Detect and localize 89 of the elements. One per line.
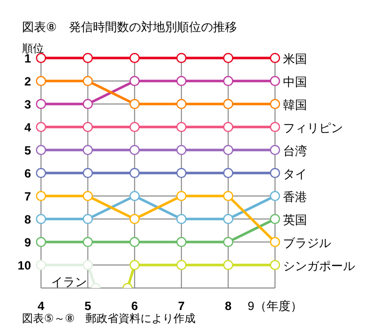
- point: [82, 122, 93, 132]
- point: [82, 76, 93, 86]
- point: [223, 260, 234, 270]
- y-tick-label: 3: [24, 98, 32, 112]
- point: [130, 76, 140, 86]
- point: [130, 260, 140, 270]
- point: [130, 144, 140, 156]
- point: [270, 52, 280, 64]
- point: [130, 98, 140, 110]
- point: [223, 214, 234, 224]
- x-tick-label: 8: [224, 299, 232, 313]
- y-tick-label: 4: [24, 120, 32, 134]
- series-label: 香港: [283, 190, 307, 204]
- point: [176, 168, 186, 178]
- series-label: 中国: [283, 75, 307, 89]
- point: [130, 52, 140, 64]
- x-tick-label: 9（年度）: [248, 299, 302, 313]
- point: [176, 98, 186, 110]
- x-tick-label: 5: [84, 299, 92, 313]
- point: [36, 190, 46, 202]
- point: [36, 144, 46, 156]
- point: [223, 236, 234, 248]
- point: [82, 214, 93, 224]
- point: [270, 236, 280, 248]
- series-label: 韓国: [283, 98, 307, 112]
- y-tick-label: 8: [24, 212, 32, 226]
- x-tick-label: 6: [131, 299, 138, 313]
- y-axis-title: 順位: [22, 43, 44, 55]
- point: [223, 122, 234, 132]
- point: [223, 168, 234, 178]
- point: [130, 214, 140, 224]
- point: [36, 122, 46, 132]
- chart-title: 図表⑧ 発信時間数の対地別順位の推移: [22, 20, 237, 34]
- point: [176, 144, 186, 156]
- point: [176, 76, 186, 86]
- point: [36, 260, 46, 270]
- x-tick-label: 4: [38, 299, 45, 313]
- point: [82, 260, 93, 270]
- point: [176, 190, 186, 202]
- point: [176, 236, 186, 248]
- point: [270, 168, 280, 178]
- point: [223, 190, 234, 202]
- y-tick-label: 6: [24, 166, 32, 180]
- point: [36, 168, 46, 178]
- point: [270, 190, 280, 202]
- point: [223, 98, 234, 110]
- point: [82, 168, 93, 178]
- point: [176, 260, 186, 270]
- x-tick-label: 7: [178, 299, 186, 313]
- series-label: 英国: [283, 213, 307, 227]
- point: [176, 214, 186, 224]
- point: [36, 98, 46, 110]
- y-tick-label: 5: [24, 144, 32, 158]
- y-tick-label: 2: [24, 74, 32, 88]
- series-label: タイ: [283, 167, 307, 181]
- point: [270, 122, 280, 132]
- y-tick-label: 9: [24, 236, 32, 250]
- point: [223, 76, 234, 86]
- point: [223, 52, 234, 64]
- point: [82, 190, 93, 202]
- point: [130, 122, 140, 132]
- point: [130, 168, 140, 178]
- point: [270, 260, 280, 270]
- series-label: フィリピン: [283, 121, 343, 135]
- point: [223, 144, 234, 156]
- y-tick-label: 10: [18, 258, 32, 272]
- point: [130, 236, 140, 248]
- y-tick-label: 7: [24, 190, 32, 204]
- point: [36, 236, 46, 248]
- point: [82, 98, 93, 110]
- point: [82, 144, 93, 156]
- point: [270, 76, 280, 86]
- point: [36, 76, 46, 86]
- point: [176, 122, 186, 132]
- series-label: 台湾: [283, 144, 307, 158]
- point: [176, 52, 186, 64]
- series-label: イラン: [51, 275, 87, 289]
- point: [270, 214, 280, 224]
- series-label: シンガポール: [283, 259, 355, 273]
- point: [82, 236, 93, 248]
- point: [82, 52, 93, 64]
- point: [130, 190, 140, 202]
- series-label: ブラジル: [283, 236, 331, 250]
- text: 図表⑤～⑧ 郵政省資料により作成: [22, 312, 196, 325]
- point: [36, 214, 46, 224]
- point: [270, 98, 280, 110]
- series-label: 米国: [283, 52, 307, 66]
- point: [36, 52, 46, 64]
- point: [270, 144, 280, 156]
